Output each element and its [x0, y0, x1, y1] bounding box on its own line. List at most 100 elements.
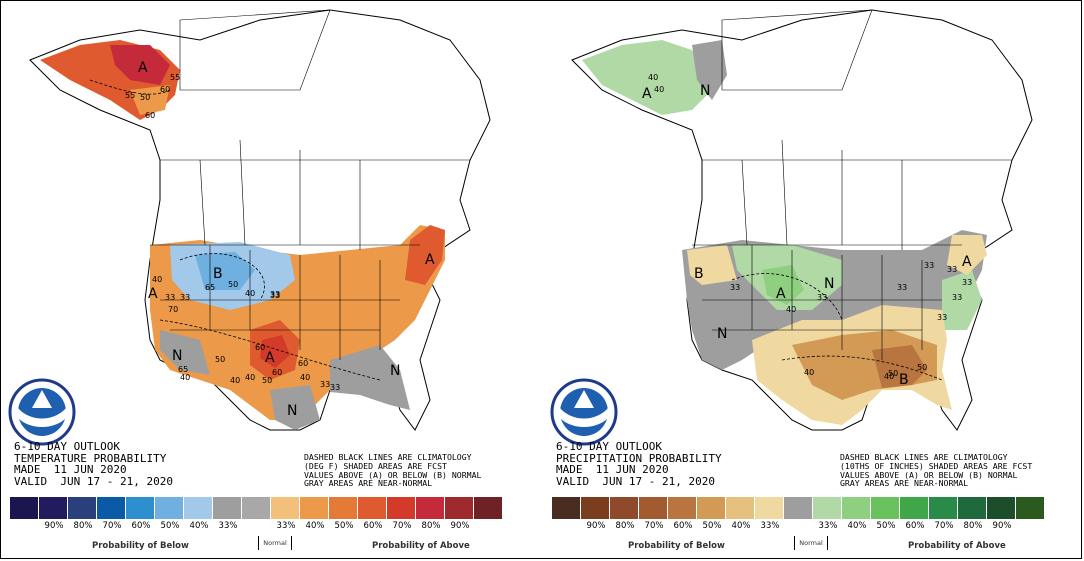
legend-tick-label: 70% — [392, 521, 412, 531]
legend-tick-label: 50% — [702, 521, 722, 531]
precip-label-n-west: N — [717, 326, 727, 342]
title-line: PRECIPITATION PROBABILITY — [556, 451, 722, 465]
legend-swatch — [300, 497, 329, 519]
legend-swatch — [242, 497, 271, 519]
legend-swatch — [184, 497, 213, 519]
temp-contour-value: 40 — [300, 373, 310, 382]
legend-swatch — [329, 497, 358, 519]
climatology-contours — [731, 273, 943, 381]
precip-contour-value: 50 — [888, 369, 898, 378]
temp-label-n-se: N — [390, 363, 400, 379]
note-line: (10THS OF INCHES) SHADED AREAS ARE FCST — [840, 460, 1033, 471]
precipitation-panel: A N B A N N B A 40 40 33 33 40 33 33 33 … — [542, 0, 1082, 561]
temp-contour-value: 50 — [262, 376, 272, 385]
legend-swatch — [697, 497, 726, 519]
legend-tick-label: 90% — [992, 521, 1012, 531]
temp-contour-value: 50 — [228, 280, 238, 289]
legend-swatch — [668, 497, 697, 519]
title-line: MADE 11 JUN 2020 — [14, 463, 127, 476]
legend-swatch — [445, 497, 474, 519]
precip-contour-value: 50 — [917, 363, 927, 372]
precip-contour-value: 33 — [924, 261, 934, 270]
precip-contour-value: 33 — [962, 278, 972, 287]
temperature-legend — [10, 497, 503, 519]
precipitation-legend — [552, 497, 1045, 519]
legend-swatch — [755, 497, 784, 519]
temp-contour-value: 33 — [320, 380, 330, 389]
legend-swatch — [474, 497, 503, 519]
temp-contour-value: 40 — [152, 275, 162, 284]
legend-tick-label: 50% — [876, 521, 896, 531]
temperature-note-block: DASHED BLACK LINES ARE CLIMATOLOGY (DEG … — [304, 453, 481, 488]
legend-swatch — [155, 497, 184, 519]
legend-caption-normal: Normal — [258, 536, 292, 550]
legend-swatch — [213, 497, 242, 519]
temp-contour-value: 33 — [330, 383, 340, 392]
precip-contour-value: 40 — [654, 85, 664, 94]
temperature-map: A B A A N N N A 55 60 50 55 60 65 50 40 … — [29, 9, 491, 431]
precip-label-a-alaska: A — [642, 86, 652, 102]
temp-contour-value: 50 — [140, 93, 150, 102]
climatology-contours — [89, 79, 381, 381]
precipitation-title-block: 6-10 DAY OUTLOOK PRECIPITATION PROBABILI… — [556, 441, 722, 487]
temp-label-a-alaska: A — [138, 60, 148, 76]
precip-label-b-se: B — [899, 372, 909, 388]
temp-contour-value: 33 — [165, 293, 175, 302]
legend-swatch — [39, 497, 68, 519]
legend-caption-above: Probability of Above — [908, 541, 1006, 551]
precip-label-n-central: N — [824, 276, 834, 292]
temp-contour-value: 60 — [255, 343, 265, 352]
legend-swatch — [610, 497, 639, 519]
temp-label-a-south: A — [265, 350, 275, 366]
boundary-lines — [692, 9, 1012, 360]
legend-tick-label: 70% — [102, 521, 122, 531]
precipitation-map: A N B A N N B A 40 40 33 33 40 33 33 33 … — [571, 9, 1033, 431]
northern-plains-above-core — [762, 265, 804, 305]
note-line: (DEG F) SHADED AREAS ARE FCST — [304, 460, 447, 471]
precip-contour-value: 40 — [648, 73, 658, 82]
temp-contour-value: 65 — [178, 365, 188, 374]
southwest-normal-region — [160, 330, 210, 375]
precipitation-note-block: DASHED BLACK LINES ARE CLIMATOLOGY (10TH… — [840, 453, 1032, 488]
legend-swatch — [1016, 497, 1045, 519]
precip-contour-value: 40 — [786, 305, 796, 314]
legend-tick-label: 60% — [905, 521, 925, 531]
legend-tick-label: 60% — [673, 521, 693, 531]
noaa-logo — [550, 378, 618, 446]
legend-swatch — [387, 497, 416, 519]
legend-tick-label: 50% — [334, 521, 354, 531]
note-line: DASHED BLACK LINES ARE CLIMATOLOGY — [304, 452, 472, 462]
noaa-logo — [8, 378, 76, 446]
legend-swatch — [271, 497, 300, 519]
legend-swatch — [813, 497, 842, 519]
legend-tick-label: 40% — [189, 521, 209, 531]
legend-swatch — [358, 497, 387, 519]
precip-label-n-alaska: N — [700, 83, 710, 99]
note-line: GRAY AREAS ARE NEAR-NORMAL — [840, 478, 969, 489]
legend-swatch — [842, 497, 871, 519]
legend-tick-label: 70% — [644, 521, 664, 531]
east-coast-above-region — [942, 270, 982, 330]
southeast-below-peak — [872, 345, 927, 388]
legend-caption-above: Probability of Above — [372, 541, 470, 551]
legend-caption-below: Probability of Below — [92, 541, 189, 551]
temp-label-a-west: A — [148, 286, 158, 302]
precip-contour-value: 40 — [884, 372, 894, 381]
legend-swatch — [126, 497, 155, 519]
plains-peak-region — [260, 335, 290, 368]
temp-contour-value: 60 — [160, 85, 170, 94]
legend-tick-label: 90% — [44, 521, 64, 531]
legend-caption-below: Probability of Below — [628, 541, 725, 551]
precip-contour-value: 33 — [952, 293, 962, 302]
precip-label-b-nw: B — [694, 266, 704, 282]
temp-contour-value: 50 — [215, 355, 225, 364]
precip-contour-value: 33 — [817, 293, 827, 302]
legend-tick-label: 80% — [963, 521, 983, 531]
legend-tick-label: 80% — [615, 521, 635, 531]
texas-normal-region — [270, 385, 320, 430]
temp-contour-value: 33 — [180, 293, 190, 302]
note-line: VALUES ABOVE (A) OR BELOW (B) NORMAL — [304, 469, 482, 480]
temp-label-b-plains: B — [213, 266, 223, 282]
alaska-high-region — [110, 45, 170, 85]
northeast-high-region — [405, 225, 445, 285]
